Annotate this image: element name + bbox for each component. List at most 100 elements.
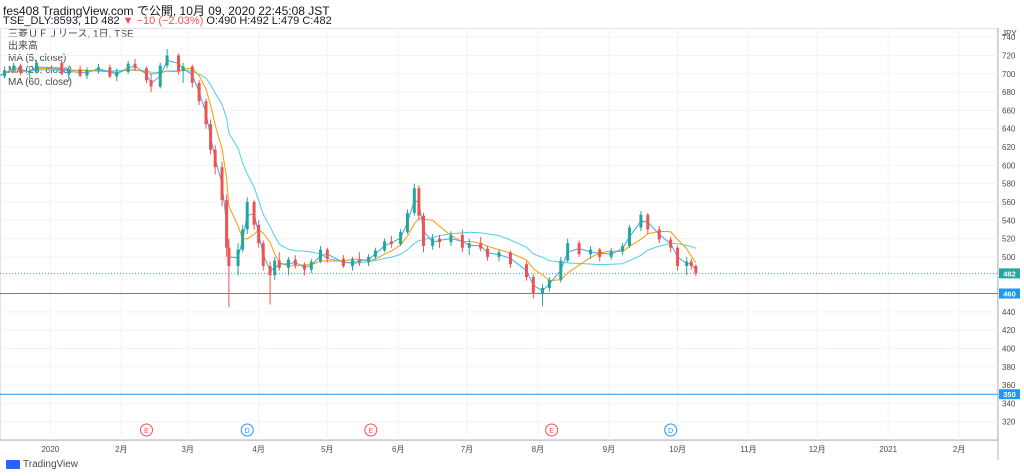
candle — [12, 62, 16, 73]
x-tick-label: 5月 — [321, 445, 333, 454]
candle — [351, 256, 355, 271]
candle-body — [236, 249, 240, 267]
candle-body — [627, 227, 631, 246]
event-marker-label: E — [368, 428, 373, 435]
x-tick-label: 2020 — [41, 445, 59, 454]
candle — [204, 98, 208, 129]
y-tick-label: 600 — [1002, 161, 1016, 170]
brand-name: TradingView — [23, 459, 79, 470]
candle-body — [357, 259, 361, 263]
brand-footer[interactable]: TradingView — [6, 459, 78, 470]
candle — [293, 255, 297, 269]
candle-body — [158, 65, 162, 87]
candle — [639, 211, 643, 232]
candle-body — [78, 69, 82, 76]
candle-body — [181, 66, 185, 72]
candle — [252, 200, 256, 230]
candle — [621, 243, 625, 256]
y-tick-label: 560 — [1002, 198, 1016, 207]
candle-body — [577, 243, 581, 255]
candle-body — [85, 70, 89, 76]
candle — [96, 63, 100, 74]
candle — [227, 238, 231, 308]
candle — [676, 245, 680, 271]
candle-body — [689, 261, 693, 267]
candle-body — [204, 101, 208, 125]
y-tick-label: 620 — [1002, 143, 1016, 152]
candle-body — [12, 65, 16, 71]
candle-body — [669, 239, 673, 248]
candle-body — [213, 149, 217, 168]
candle-body — [273, 260, 277, 276]
candle — [19, 63, 23, 76]
candle-body — [460, 234, 464, 248]
candle-body — [293, 259, 297, 266]
candle-body — [144, 68, 148, 81]
y-tick-label: 520 — [1002, 235, 1016, 244]
candle — [261, 240, 265, 271]
candle — [405, 209, 409, 234]
candle — [220, 161, 224, 207]
tradingview-logo-icon — [6, 460, 20, 469]
event-marker-label: E — [549, 428, 554, 435]
legend-symbol[interactable]: 三菱ＵＦＪリース, 1日, TSE — [8, 29, 134, 40]
candle — [566, 238, 570, 263]
candle-body — [67, 69, 71, 74]
y-tick-label: 640 — [1002, 125, 1016, 134]
candle-body — [646, 214, 650, 230]
candle-body — [261, 243, 265, 267]
candle — [108, 64, 112, 79]
candle — [133, 59, 137, 72]
candle-body — [257, 224, 261, 244]
candle-body — [383, 241, 387, 251]
candle — [609, 247, 613, 260]
event-marker-label: D — [245, 428, 250, 435]
y-tick-label: 380 — [1002, 363, 1016, 372]
candle-body — [417, 188, 421, 216]
x-tick-label: 12月 — [809, 445, 826, 454]
candle — [286, 256, 290, 276]
candle-body — [177, 55, 181, 72]
candle — [309, 258, 313, 274]
candle-body — [35, 62, 39, 72]
x-tick-label: 3月 — [181, 445, 193, 454]
candle — [524, 261, 528, 281]
legend-volume[interactable]: 出来高 — [8, 41, 38, 52]
candle — [302, 262, 306, 276]
candle-body — [367, 256, 371, 263]
candle-body — [437, 238, 441, 243]
plot-frame — [0, 28, 998, 441]
candle — [412, 183, 416, 216]
candle-body — [190, 66, 194, 83]
candle-body — [325, 249, 329, 259]
candle-body — [28, 71, 32, 73]
candle-body — [252, 201, 256, 225]
candle — [277, 252, 281, 271]
y-tick-label: 400 — [1002, 344, 1016, 353]
candle — [508, 250, 512, 268]
candle — [389, 235, 393, 248]
dividend-marker — [664, 423, 678, 437]
candle-body — [524, 264, 528, 278]
candle — [460, 229, 464, 253]
legend-ma20[interactable]: MA (20, close) — [8, 65, 72, 76]
candle — [209, 119, 213, 155]
candle-body — [621, 245, 625, 252]
publish-info: fes408 TradingView.com で公開, 10月 09, 2020… — [3, 4, 330, 18]
candle — [35, 60, 39, 74]
candle — [547, 277, 551, 292]
candle-body — [302, 265, 306, 270]
earnings-marker — [364, 423, 378, 437]
candle — [367, 254, 371, 267]
candle — [399, 229, 403, 246]
x-tick-label: 2021 — [879, 445, 897, 454]
candle-body — [547, 279, 551, 289]
candle — [479, 236, 483, 252]
candle — [341, 255, 345, 268]
candle — [531, 274, 535, 299]
candle-body — [405, 212, 409, 233]
x-tick-label: 10月 — [669, 445, 686, 454]
legend-ma5[interactable]: MA (5, close) — [8, 53, 67, 64]
legend-ma60[interactable]: MA (60, close) — [8, 77, 72, 88]
